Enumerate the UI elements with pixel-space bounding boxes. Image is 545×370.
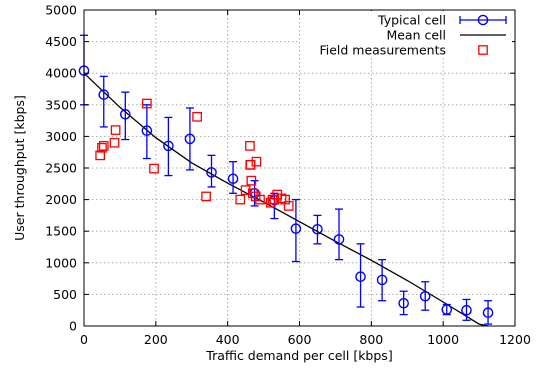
field-measurement-point bbox=[97, 142, 107, 153]
field-measurement-point bbox=[245, 141, 255, 151]
typical-cell-point bbox=[376, 274, 388, 286]
field-measurement-point bbox=[110, 125, 121, 135]
field-measurement-point bbox=[201, 191, 211, 202]
typical-cell-point bbox=[163, 140, 174, 152]
y-axis-title: User throughput [kbps] bbox=[12, 95, 27, 241]
typical-cell-point bbox=[482, 307, 494, 319]
legend: Typical cell Mean cell Field measurement… bbox=[300, 11, 512, 58]
plot-area bbox=[78, 34, 494, 327]
legend-label-field-measurements: Field measurements bbox=[319, 43, 446, 58]
y-tick-label: 0 bbox=[69, 319, 77, 334]
axes: 0 200 400 600 800 1000 1200 0 500 1000 1500 2000 250… bbox=[45, 3, 531, 348]
x-tick-label: 200 bbox=[144, 332, 168, 347]
y-tick-label: 1500 bbox=[45, 224, 77, 239]
field-measurement-point bbox=[247, 188, 258, 199]
field-measurement-point bbox=[98, 141, 109, 151]
typical-cell-point bbox=[312, 224, 323, 235]
typical-cell-point bbox=[355, 271, 366, 283]
legend-symbol-field-measurements bbox=[478, 45, 488, 55]
x-tick-label: 800 bbox=[359, 332, 383, 347]
y-tick-label: 2500 bbox=[45, 161, 77, 176]
typical-cell-point bbox=[290, 223, 302, 234]
typical-cell-point bbox=[184, 133, 196, 145]
x-tick-label: 1200 bbox=[499, 332, 531, 347]
y-tick-label: 500 bbox=[53, 287, 77, 302]
mean-cell-line bbox=[83, 72, 489, 327]
typical-cell-point bbox=[333, 234, 345, 245]
field-measurement-point bbox=[269, 194, 280, 205]
field-measurement-point bbox=[246, 175, 257, 186]
field-measurement-point bbox=[240, 185, 251, 195]
legend-label-typical-cell: Typical cell bbox=[377, 13, 446, 28]
grid bbox=[84, 10, 515, 326]
y-tick-label: 4500 bbox=[45, 34, 77, 49]
x-tick-label: 600 bbox=[288, 332, 312, 347]
y-tick-label: 5000 bbox=[45, 3, 77, 18]
typical-cell-point bbox=[98, 89, 110, 100]
field-measurement-point bbox=[283, 201, 294, 211]
y-tick-label: 2000 bbox=[45, 192, 77, 207]
field-measurement-point bbox=[95, 150, 106, 161]
legend-circle-marker bbox=[477, 14, 489, 26]
field-measurement-point bbox=[192, 111, 202, 122]
typical-cell-point bbox=[141, 125, 153, 137]
field-measurement-point bbox=[142, 98, 152, 109]
field-measurement-point bbox=[251, 156, 262, 167]
field-measurement-point bbox=[149, 163, 159, 174]
x-tick-label: 1000 bbox=[427, 332, 459, 347]
typical-cell-point bbox=[441, 304, 453, 315]
x-axis-title: Traffic demand per cell [kbps] bbox=[205, 348, 392, 363]
x-tick-label: 400 bbox=[216, 332, 240, 347]
legend-label-mean-cell: Mean cell bbox=[386, 28, 446, 43]
y-tick-label: 3000 bbox=[45, 129, 77, 144]
x-tick-label: 0 bbox=[80, 332, 88, 347]
legend-background bbox=[300, 11, 512, 57]
field-measurement-point bbox=[235, 194, 246, 205]
typical-cell-point bbox=[120, 108, 131, 120]
field-measurement-point bbox=[255, 194, 265, 205]
typical-cell-point bbox=[227, 173, 239, 185]
typical-cell-point bbox=[398, 297, 409, 309]
field-measurement-point bbox=[109, 137, 120, 148]
legend-symbol-typical-cell bbox=[459, 14, 507, 26]
typical-cell-point bbox=[461, 304, 472, 316]
y-tick-label: 3500 bbox=[45, 97, 77, 112]
y-tick-label: 4000 bbox=[45, 66, 77, 81]
typical-cell-point bbox=[206, 167, 217, 178]
typical-cell-point bbox=[419, 290, 431, 302]
field-measurement-point bbox=[245, 159, 256, 170]
y-tick-label: 1000 bbox=[45, 255, 77, 270]
